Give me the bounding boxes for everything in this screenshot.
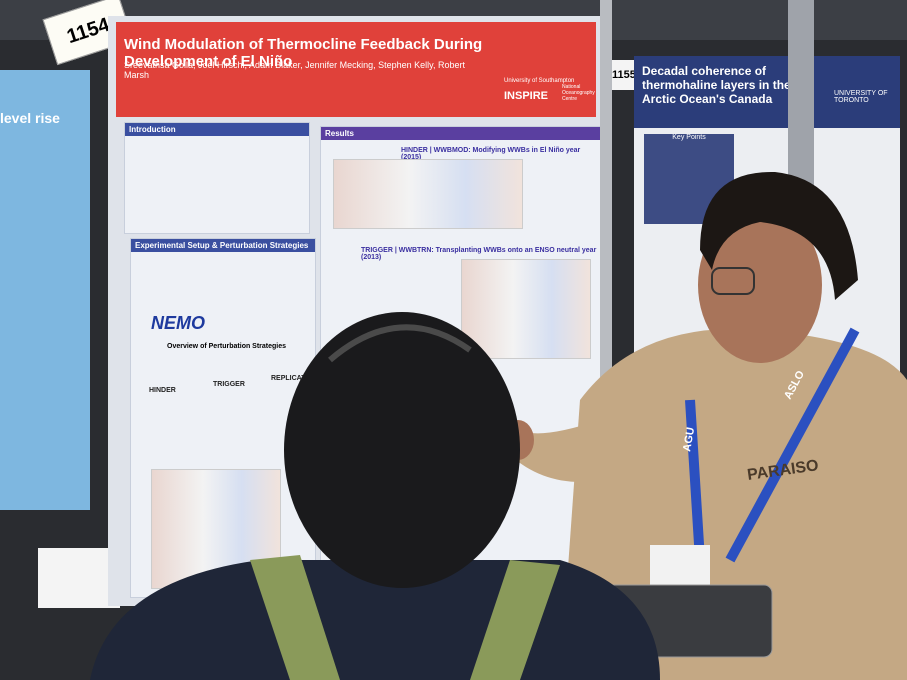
arm	[510, 420, 640, 482]
pole	[788, 0, 814, 200]
right-poster-header: Decadal coherence of thermohaline layers…	[634, 56, 900, 128]
logo: INSPIRE	[504, 90, 549, 102]
strategy: HINDER	[149, 387, 176, 394]
right-poster-title: Decadal coherence of thermohaline layers…	[642, 64, 791, 106]
logo: UNIVERSITY OF TORONTO	[834, 90, 888, 104]
figure	[333, 159, 523, 229]
glasses	[711, 267, 755, 295]
model-logo: NEMO	[151, 313, 205, 333]
results-heading: TRIGGER | WWBTRN: Transplanting WWBs ont…	[361, 247, 597, 261]
lanyard	[685, 327, 860, 563]
hair	[700, 171, 858, 300]
section-heading: Experimental Setup & Perturbation Strate…	[131, 239, 315, 252]
overview-heading: Overview of Perturbation Strategies	[167, 343, 287, 350]
section: Introduction	[124, 122, 310, 234]
strategy: REPLICATE	[271, 375, 311, 382]
strategy: TRIGGER	[213, 381, 245, 388]
head-back	[284, 312, 520, 588]
section-heading: Introduction	[125, 123, 309, 136]
left-poster: level rise	[0, 70, 90, 510]
poster-title: Wind Modulation of Thermocline Feedback …	[124, 36, 483, 70]
section-heading: Results	[321, 127, 601, 140]
results-heading: HINDER | WWBMOD: Modifying WWBs in El Ni…	[401, 147, 581, 161]
booth-number: 1155	[612, 60, 638, 90]
poster-header: Wind Modulation of Thermocline Feedback …	[116, 22, 596, 117]
lanyard-text: AGU	[681, 426, 697, 452]
left-poster-text: level rise	[0, 110, 60, 126]
hair-highlight	[328, 324, 472, 363]
backpack-strap	[250, 555, 560, 680]
logo: National Oceanography Centre	[562, 84, 595, 102]
paper-note	[38, 548, 120, 608]
poster-authors: Sreevathsa Golla, Joël Hirschi, Adam Bla…	[124, 60, 465, 80]
face	[698, 207, 822, 363]
figure	[461, 259, 591, 359]
logo: University of Southampton	[504, 78, 575, 84]
